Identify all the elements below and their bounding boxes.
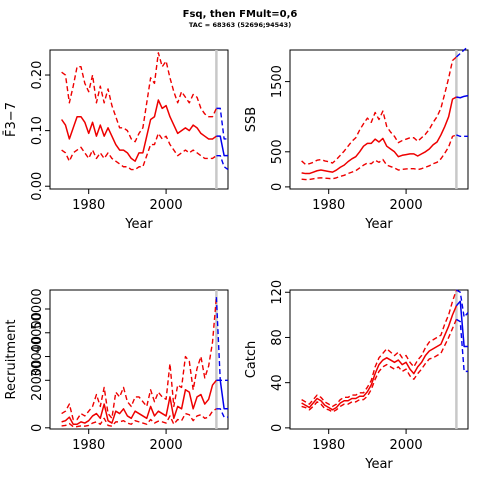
x-axis-label: Year [364,457,393,472]
x-axis-label: Year [364,217,393,232]
forecast-upper [455,45,469,58]
plot-frame [289,289,469,430]
y-tick-label: 40 [270,374,285,391]
series-upper [61,52,218,143]
plot-frame [289,49,469,190]
x-tick-label: 1980 [312,198,345,213]
forecast-upper [216,107,228,140]
forecast-lower [456,318,468,373]
x-tick-label: 2000 [150,438,183,453]
forecast-median [456,94,469,99]
panel-ssb: 1980 2000 0 500 1500 Year SSB [244,45,469,232]
y-axis-label: Recruitment [4,320,19,400]
y-tick-label: 30000 [30,336,45,377]
plot-frame [49,49,229,190]
forecast-median [216,379,228,410]
x-tick-label: 1980 [312,438,345,453]
x-tick-label: 2000 [150,198,183,213]
y-tick-label: 0.10 [30,116,45,145]
y-tick-label: 50000 [30,288,45,329]
forecast-lower [216,154,229,171]
y-tick-label: 0.00 [30,172,45,201]
forecast-upper [456,289,469,318]
y-tick-label: 0 [270,424,285,432]
y-axis-label: Catch [244,341,259,379]
plot-frame [49,289,229,430]
y-tick-label: 40000 [30,312,45,353]
series-median [60,99,217,162]
series-median [301,305,458,411]
y-axis-label: F̄3−7 [4,102,19,137]
forecast-median [455,300,468,348]
figure-subtitle: TAC = 68363 (52696;94543) [188,21,292,29]
forecast-upper [215,297,228,381]
y-tick-label: 20000 [30,360,45,401]
y-tick-label: 1500 [270,65,285,98]
x-axis-label: Year [124,217,153,232]
series-lower [301,319,458,413]
x-tick-label: 2000 [390,438,423,453]
series-upper [301,56,457,166]
forecast-median [216,135,228,157]
forecast-lower [216,408,228,418]
figure-title-block: Fsq, then FMult=0,6 TAC = 68363 (52696;9… [0,10,480,29]
x-tick-label: 1980 [72,438,105,453]
series-median [301,96,457,175]
series-upper [301,289,458,408]
y-tick-label: 120 [270,280,285,305]
panel-catch: 1980 2000 0 40 80 120 Year Catch [244,280,469,472]
y-axis-label: SSB [244,107,259,132]
series-lower [301,134,457,181]
figure-title: Fsq, then FMult=0,6 [182,9,298,20]
panel-fbar: 1980 2000 0.00 0.10 0.20 Year F̄3−7 [4,49,229,232]
series-lower [61,132,217,171]
series-median [61,379,217,425]
x-tick-label: 2000 [390,198,423,213]
y-tick-label: 0.20 [30,61,45,90]
series-lower [61,408,217,428]
y-tick-label: 0 [30,424,45,432]
y-tick-label: 80 [270,329,285,346]
forecast-lower [456,134,468,138]
y-tick-label: 500 [270,139,285,164]
series-upper [61,297,218,421]
y-tick-label: 0 [270,183,285,191]
x-tick-label: 1980 [72,198,105,213]
